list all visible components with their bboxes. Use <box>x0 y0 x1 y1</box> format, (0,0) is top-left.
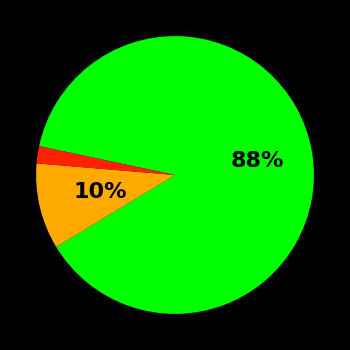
Wedge shape <box>37 146 175 175</box>
Text: 88%: 88% <box>231 151 284 171</box>
Text: 10%: 10% <box>74 182 127 202</box>
Wedge shape <box>39 36 314 314</box>
Wedge shape <box>36 163 175 247</box>
